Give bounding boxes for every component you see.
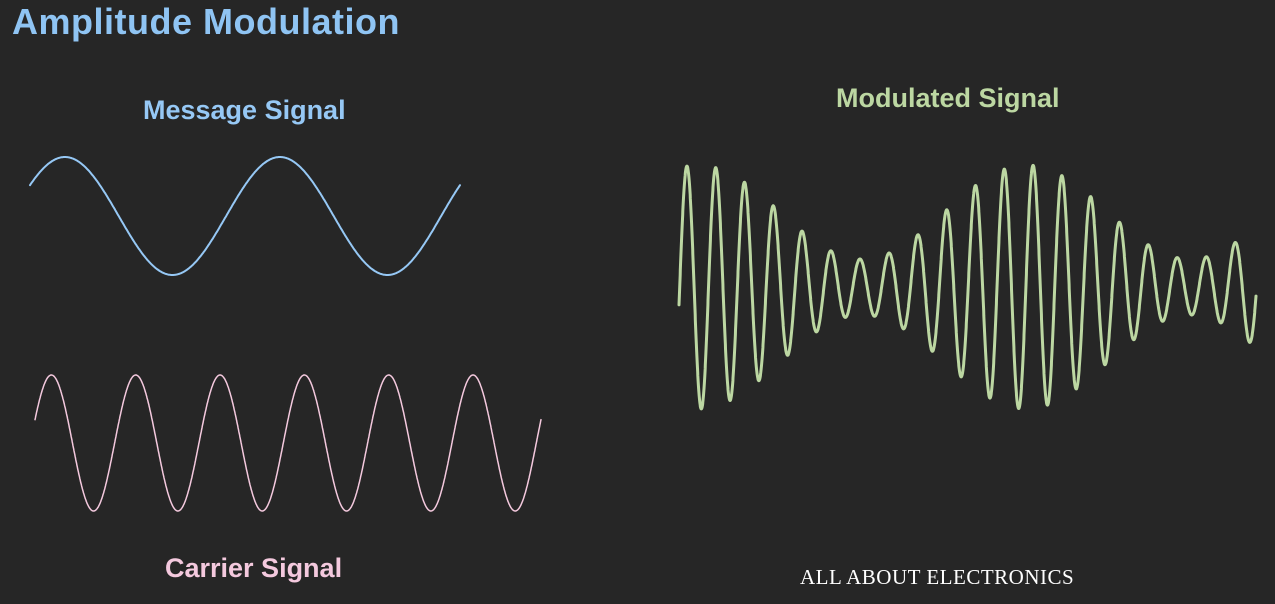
carrier-waveform (34, 374, 542, 512)
modulated-signal-label: Modulated Signal (836, 83, 1060, 113)
carrier-signal-label: Carrier Signal (165, 553, 343, 583)
message-waveform (29, 156, 461, 276)
modulated-waveform (677, 163, 1258, 411)
message-signal-label: Message Signal (143, 95, 346, 125)
watermark: ALL ABOUT ELECTRONICS (800, 565, 1075, 589)
slide-title: Amplitude Modulation (12, 1, 400, 42)
